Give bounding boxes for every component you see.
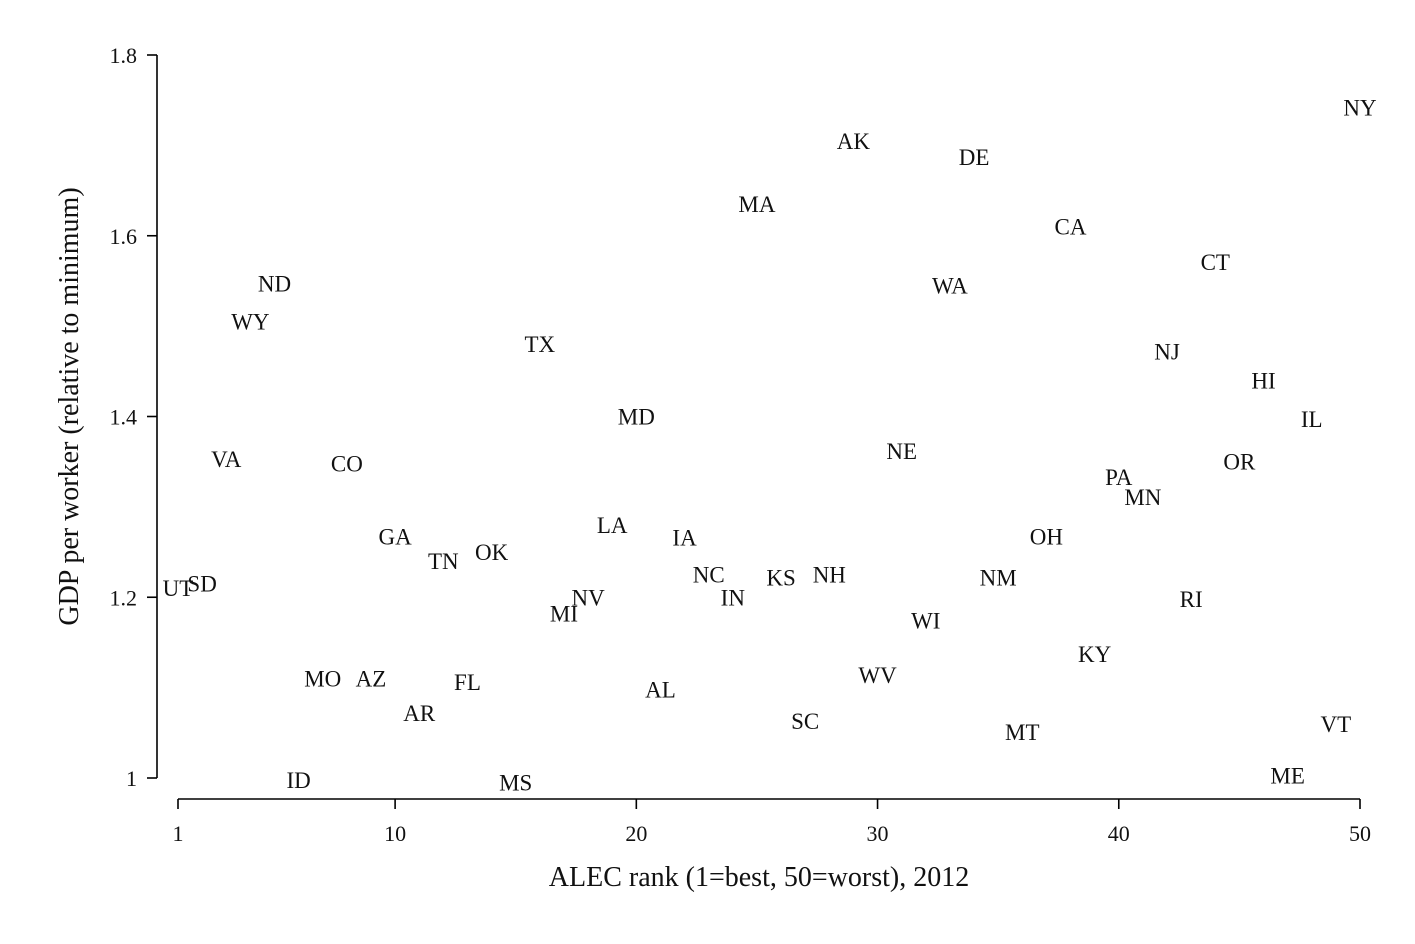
y-tick-label: 1.2 (110, 585, 138, 610)
data-point-co: CO (331, 451, 363, 476)
data-point-oh: OH (1030, 525, 1063, 550)
data-point-wa: WA (932, 273, 968, 298)
y-tick-label: 1.4 (110, 405, 138, 430)
data-point-ny: NY (1343, 95, 1377, 120)
data-point-nh: NH (813, 563, 846, 588)
data-point-ia: IA (672, 526, 697, 551)
data-point-me: ME (1270, 763, 1305, 788)
data-point-ut: UT (163, 576, 194, 601)
data-point-vt: VT (1321, 712, 1352, 737)
x-tick-label: 10 (384, 821, 406, 846)
data-point-nj: NJ (1154, 339, 1180, 364)
data-point-va: VA (211, 447, 242, 472)
data-point-la: LA (597, 513, 628, 538)
data-point-md: MD (618, 405, 655, 430)
data-point-mi: MI (550, 602, 578, 627)
y-tick-label: 1.6 (110, 224, 138, 249)
y-axis-title: GDP per worker (relative to minimum) (54, 187, 85, 625)
data-point-or: OR (1223, 450, 1256, 475)
data-point-wi: WI (911, 609, 940, 634)
data-point-pa: PA (1105, 465, 1133, 490)
data-point-in: IN (721, 585, 746, 610)
data-point-sc: SC (791, 709, 819, 734)
data-point-nc: NC (693, 563, 725, 588)
data-point-ok: OK (475, 540, 509, 565)
data-point-nv: NV (571, 585, 605, 610)
x-axis-title: ALEC rank (1=best, 50=worst), 2012 (549, 862, 969, 893)
data-point-id: ID (286, 768, 310, 793)
data-point-ga: GA (378, 525, 412, 550)
data-point-al: AL (645, 677, 676, 702)
data-point-ar: AR (403, 701, 436, 726)
data-point-tn: TN (428, 549, 459, 574)
data-point-ak: AK (837, 129, 871, 154)
data-point-sd: SD (187, 572, 216, 597)
data-point-ma: MA (738, 192, 775, 217)
data-point-mt: MT (1005, 720, 1040, 745)
x-tick-label: 30 (867, 821, 889, 846)
data-point-az: AZ (356, 667, 387, 692)
y-tick-label: 1.8 (110, 43, 138, 68)
data-point-wv: WV (858, 663, 897, 688)
data-point-il: IL (1301, 407, 1323, 432)
x-tick-label: 20 (625, 821, 647, 846)
x-tick-label: 1 (173, 821, 184, 846)
data-point-hi: HI (1251, 368, 1275, 393)
x-tick-label: 40 (1108, 821, 1130, 846)
data-point-tx: TX (525, 332, 556, 357)
data-point-fl: FL (454, 670, 481, 695)
data-point-nm: NM (980, 565, 1017, 590)
data-point-ct: CT (1201, 250, 1230, 275)
data-point-mn: MN (1124, 485, 1161, 510)
y-tick-label: 1 (126, 766, 137, 791)
data-point-de: DE (959, 145, 990, 170)
data-point-ca: CA (1055, 215, 1087, 240)
x-tick-label: 50 (1349, 821, 1371, 846)
data-point-ks: KS (766, 565, 795, 590)
data-point-wy: WY (231, 310, 270, 335)
data-point-ms: MS (499, 771, 532, 796)
data-point-nd: ND (258, 272, 291, 297)
data-point-mo: MO (304, 667, 341, 692)
data-point-ky: KY (1078, 642, 1112, 667)
x-axis: 1 10 20 30 40 50 (173, 798, 1371, 846)
data-point-ne: NE (886, 439, 917, 464)
y-axis: 1 1.2 1.4 1.6 1.8 (110, 43, 158, 791)
data-point-ri: RI (1180, 587, 1203, 612)
